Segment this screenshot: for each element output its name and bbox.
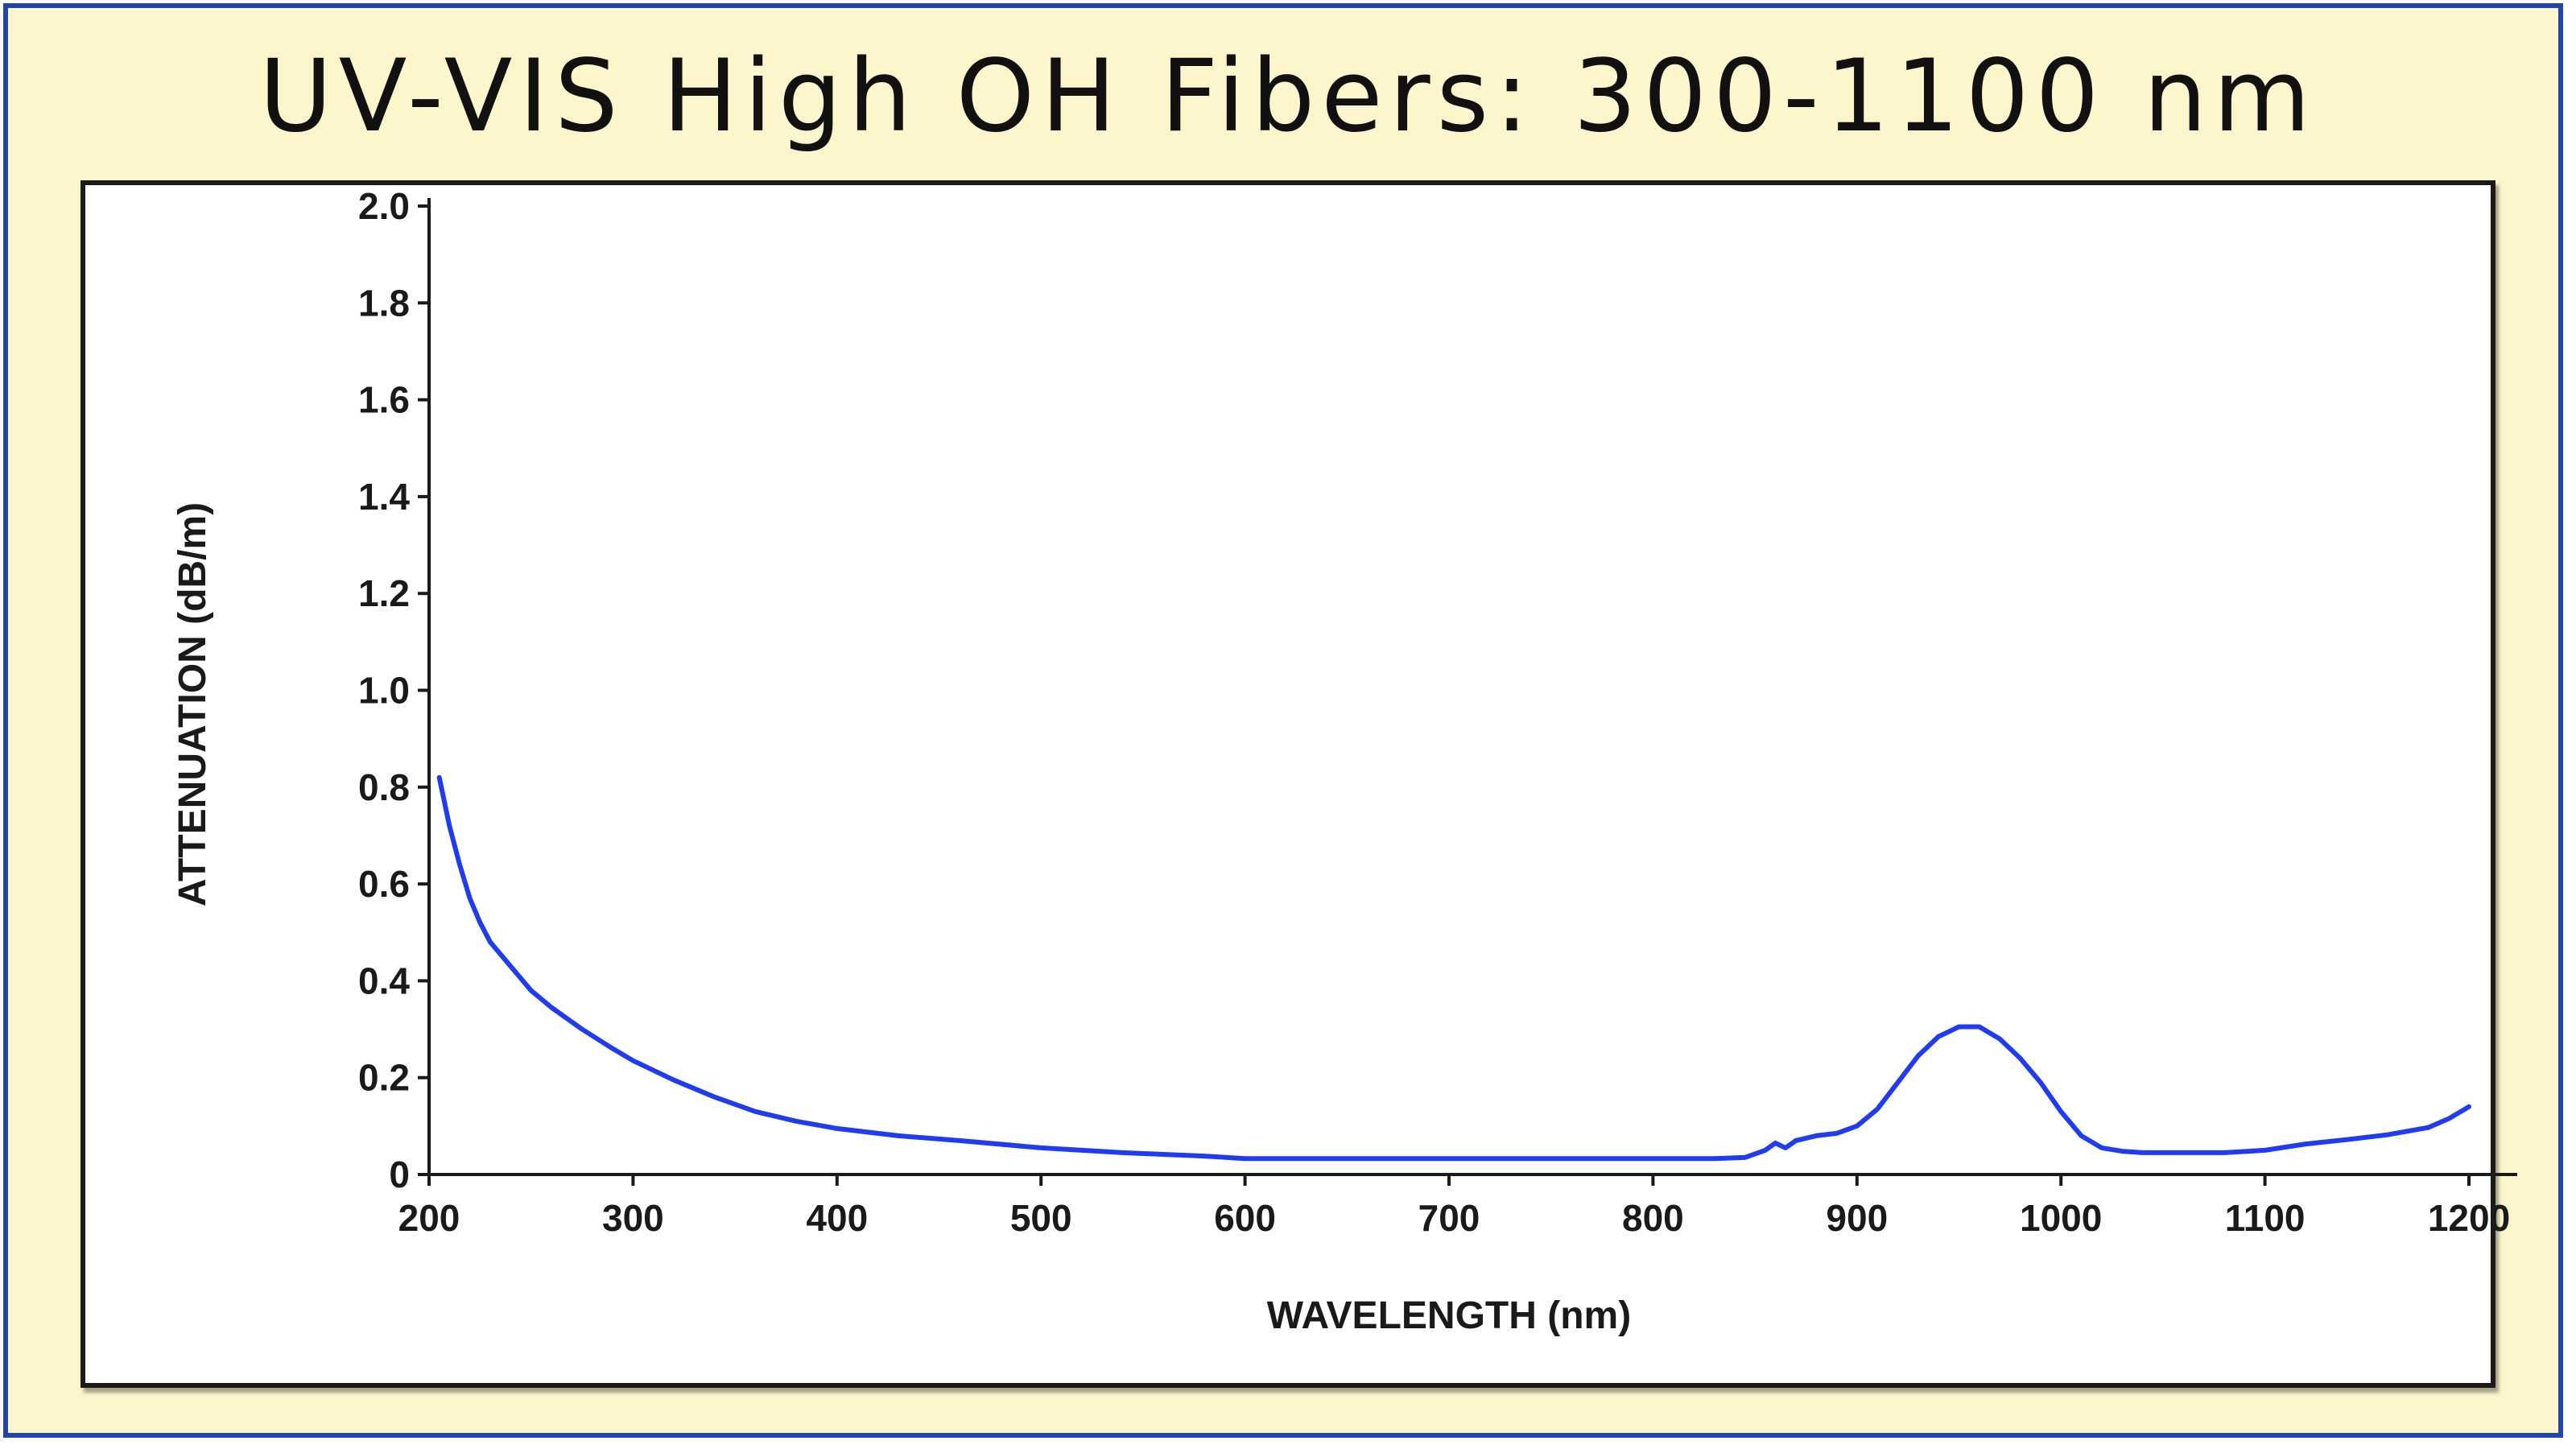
- plot-box: [80, 180, 2496, 1388]
- y-tick-label: 1.6: [358, 379, 410, 421]
- chart-title: UV-VIS High OH Fibers: 300-1100 nm: [258, 39, 2318, 155]
- x-axis-label: WAVELENGTH (nm): [1267, 1294, 1631, 1337]
- x-tick-label: 600: [1214, 1197, 1276, 1239]
- x-tick-label: 300: [602, 1197, 664, 1239]
- x-tick-label: 700: [1418, 1197, 1480, 1239]
- x-tick-label: 800: [1622, 1197, 1684, 1239]
- y-tick-label: 1.8: [358, 282, 410, 324]
- y-tick-label: 0.4: [358, 960, 410, 1001]
- x-tick-label: 1000: [2020, 1197, 2102, 1239]
- y-tick-label: 1.4: [358, 476, 410, 518]
- attenuation-series-line: [436, 774, 2471, 1162]
- x-tick-label: 1100: [2225, 1197, 2306, 1239]
- axes: [427, 198, 2517, 1176]
- y-tick-label: 1.2: [358, 572, 410, 614]
- y-tick-label: 0.8: [358, 766, 410, 808]
- x-tick-label: 1200: [2428, 1197, 2510, 1239]
- x-tick-label: 400: [806, 1197, 868, 1239]
- x-tick-label: 900: [1826, 1197, 1888, 1239]
- series-layer: [436, 774, 2471, 1162]
- ticks: 0 0.2 0.4 0.6 0.8 1.0 1.2 1.4 1.6 1.8 2.0 200 300 400…: [358, 185, 2510, 1239]
- x-tick-label: 500: [1010, 1197, 1072, 1239]
- y-tick-label: 1.0: [358, 670, 410, 712]
- y-tick-label: 0.6: [358, 863, 410, 905]
- x-tick-label: 200: [398, 1197, 460, 1239]
- y-tick-label: 0: [389, 1154, 410, 1195]
- y-axis-label: ATTENUATION (dB/m): [171, 502, 214, 906]
- y-tick-label: 2.0: [358, 185, 410, 227]
- y-tick-label: 0.2: [358, 1057, 410, 1099]
